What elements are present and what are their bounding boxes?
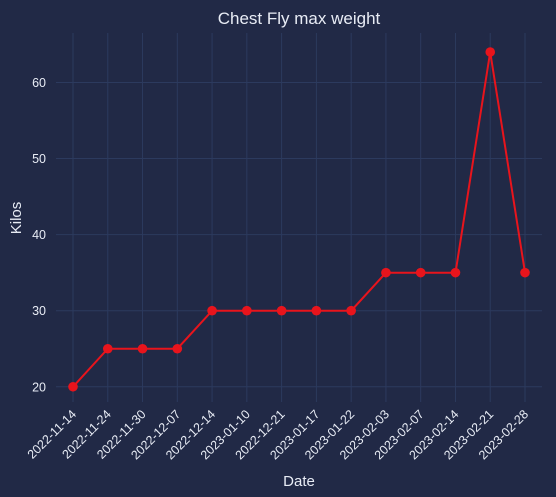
series-line xyxy=(72,51,526,388)
chart-title: Chest Fly max weight xyxy=(218,9,381,28)
y-axis-ticks: 20 30 40 50 60 xyxy=(32,76,46,394)
data-point xyxy=(415,267,426,278)
x-axis-label: Date xyxy=(283,473,315,490)
y-axis-label: Kilos xyxy=(8,202,25,235)
y-tick-label: 50 xyxy=(32,152,46,166)
data-point xyxy=(172,343,183,354)
data-point xyxy=(450,267,461,278)
data-point xyxy=(207,305,217,316)
data-point xyxy=(381,267,391,278)
y-tick-label: 20 xyxy=(32,380,46,394)
y-tick-label: 60 xyxy=(32,76,46,90)
data-point xyxy=(276,305,287,316)
data-point xyxy=(485,47,496,57)
data-point xyxy=(102,343,113,354)
series-points xyxy=(68,47,530,392)
grid xyxy=(56,33,542,402)
x-axis-ticks: 2022-11-142022-11-242022-11-302022-12-07… xyxy=(25,407,531,462)
data-point xyxy=(68,381,78,392)
data-point xyxy=(520,267,530,278)
data-point xyxy=(137,343,148,354)
y-tick-label: 30 xyxy=(32,304,46,318)
data-point xyxy=(346,305,356,316)
data-point xyxy=(242,305,252,316)
y-tick-label: 40 xyxy=(32,228,46,242)
data-point xyxy=(311,305,322,316)
